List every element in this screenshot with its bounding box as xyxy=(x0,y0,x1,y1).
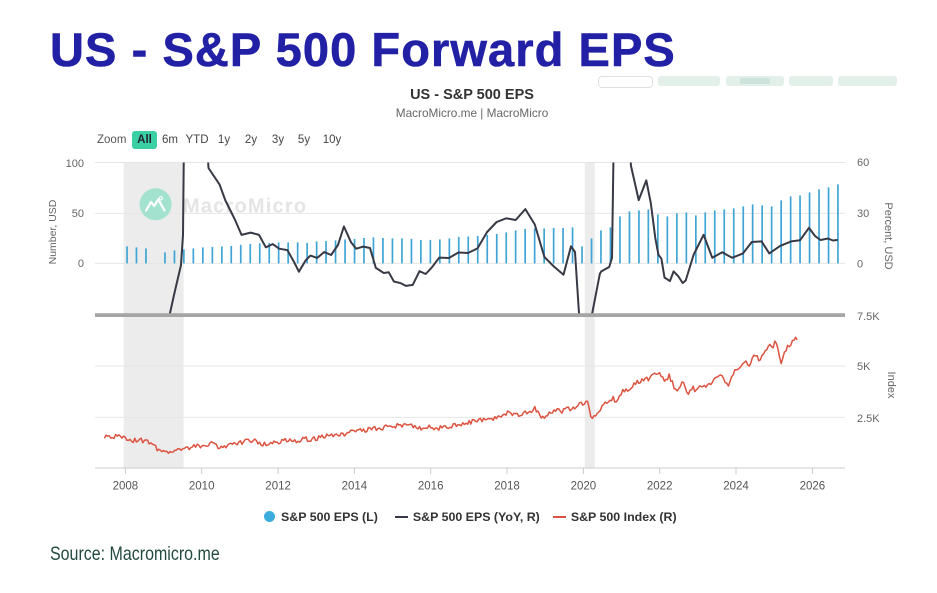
svg-text:5K: 5K xyxy=(857,361,871,373)
svg-text:Percent, USD: Percent, USD xyxy=(882,202,894,269)
svg-text:2026: 2026 xyxy=(800,481,826,493)
svg-text:60: 60 xyxy=(857,157,869,169)
svg-text:2016: 2016 xyxy=(418,481,444,493)
svg-text:2010: 2010 xyxy=(189,481,215,493)
svg-text:Index: Index xyxy=(885,372,897,399)
svg-text:2022: 2022 xyxy=(647,481,673,493)
svg-text:2020: 2020 xyxy=(571,481,597,493)
svg-text:0: 0 xyxy=(857,258,863,270)
svg-text:2008: 2008 xyxy=(113,481,139,493)
svg-text:Number, USD: Number, USD xyxy=(47,199,59,264)
svg-text:2018: 2018 xyxy=(494,481,520,493)
svg-text:7.5K: 7.5K xyxy=(857,311,880,323)
svg-text:30: 30 xyxy=(857,208,869,220)
svg-text:2.5K: 2.5K xyxy=(857,413,880,425)
svg-text:100: 100 xyxy=(66,158,84,170)
svg-text:2024: 2024 xyxy=(723,481,749,493)
svg-text:2014: 2014 xyxy=(342,481,368,493)
svg-text:MacroMicro: MacroMicro xyxy=(183,195,307,217)
svg-text:2012: 2012 xyxy=(265,481,291,493)
svg-text:0: 0 xyxy=(78,258,84,270)
svg-text:50: 50 xyxy=(72,208,84,220)
